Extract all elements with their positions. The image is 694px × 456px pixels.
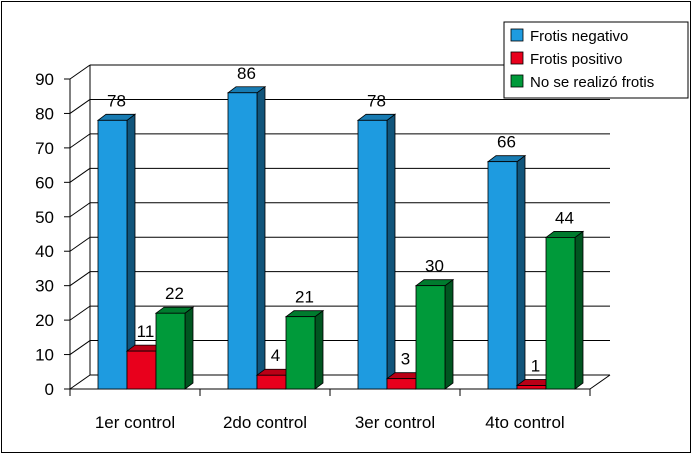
data-label-frotis-negativo-2do-control: 86: [237, 64, 256, 83]
bar-no-se-realizo-frotis-2do-control: [284, 309, 325, 390]
data-label-no-se-realizo-frotis-4to-control: 44: [555, 208, 574, 227]
bars-layer: [96, 85, 585, 390]
grid-diagonal: [69, 271, 91, 287]
x-tick-label-4to-control: 4to control: [485, 413, 564, 432]
bar-side: [386, 113, 396, 390]
bar-front: [155, 312, 186, 390]
bar-front: [285, 316, 316, 390]
grid-diagonal: [69, 99, 91, 114]
data-label-frotis-negativo-4to-control: 66: [497, 133, 516, 152]
data-label-frotis-positivo-4to-control: 1: [531, 357, 540, 376]
bar-side: [574, 230, 584, 390]
bar-frotis-negativo-1er-control: [96, 113, 137, 390]
bar-side: [516, 154, 526, 390]
bar-front: [545, 237, 576, 390]
bar-side: [314, 309, 324, 390]
grid-diagonal: [69, 133, 91, 149]
data-label-frotis-negativo-3er-control: 78: [367, 91, 386, 110]
legend-label-frotis-negativo: Frotis negativo: [530, 28, 628, 45]
bar-front: [386, 378, 417, 390]
data-label-frotis-positivo-1er-control: 11: [137, 322, 155, 341]
bar-front: [227, 92, 258, 390]
y-tick-label: 0: [45, 380, 54, 399]
bar-frotis-positivo-1er-control: [125, 344, 166, 390]
bar-no-se-realizo-frotis-1er-control: [154, 306, 195, 390]
legend-label-no-se-realizo-frotis: No se realizó frotis: [530, 74, 654, 91]
bar-side: [184, 306, 194, 390]
y-tick-label: 80: [35, 104, 54, 123]
floor-edge: [589, 374, 611, 390]
x-tick-label-1er-control: 1er control: [95, 413, 175, 432]
y-tick-label: 90: [35, 70, 54, 89]
bar-front: [357, 119, 388, 390]
bar-side: [444, 278, 454, 390]
bar-front: [516, 385, 547, 390]
data-label-no-se-realizo-frotis-1er-control: 22: [165, 284, 184, 303]
bar-no-se-realizo-frotis-3er-control: [414, 278, 455, 390]
y-tick-label: 60: [35, 173, 54, 192]
data-label-frotis-positivo-3er-control: 3: [401, 350, 410, 369]
legend-swatch-frotis-negativo: [510, 28, 524, 42]
data-label-no-se-realizo-frotis-2do-control: 21: [295, 288, 314, 307]
grid-diagonal: [69, 167, 91, 183]
y-tick-label: 40: [35, 242, 54, 261]
bar-front: [126, 350, 157, 390]
bar-front: [256, 374, 287, 390]
grid-diagonal: [69, 340, 91, 355]
legend-swatch-frotis-positivo: [510, 51, 524, 65]
bar-front: [415, 285, 446, 390]
grid-diagonal: [69, 202, 91, 218]
y-tick-label: 10: [35, 346, 54, 365]
y-tick-label: 50: [35, 208, 54, 227]
bar-front: [487, 161, 518, 390]
bar-frotis-negativo-3er-control: [356, 113, 397, 390]
data-label-no-se-realizo-frotis-3er-control: 30: [425, 257, 444, 276]
data-label-frotis-negativo-1er-control: 78: [107, 91, 126, 110]
grid-diagonal: [69, 64, 91, 80]
bar-side: [256, 85, 266, 390]
bar-front: [97, 119, 128, 390]
legend-label-frotis-positivo: Frotis positivo: [530, 51, 623, 68]
data-label-frotis-positivo-2do-control: 4: [271, 346, 280, 365]
grid-diagonal: [69, 374, 91, 390]
y-tick-label: 30: [35, 277, 54, 296]
bar-frotis-negativo-4to-control: [486, 154, 527, 390]
bar-no-se-realizo-frotis-4to-control: [544, 230, 585, 390]
legend-box: [503, 21, 689, 99]
labels-layer: 78 11 22 86 4 21 78 3 30 66 1 44: [107, 64, 574, 376]
y-tick-label: 70: [35, 139, 54, 158]
legend-swatch-no-se-realizo-frotis: [510, 74, 524, 88]
legend: Frotis negativo Frotis positivo No se re…: [503, 21, 689, 99]
x-tick-label-3er-control: 3er control: [355, 413, 435, 432]
bar-frotis-negativo-2do-control: [226, 85, 267, 390]
y-tick-label: 20: [35, 311, 54, 330]
x-tick-label-2do-control: 2do control: [223, 413, 307, 432]
grid-diagonal: [69, 236, 91, 252]
grid-diagonal: [69, 305, 91, 321]
